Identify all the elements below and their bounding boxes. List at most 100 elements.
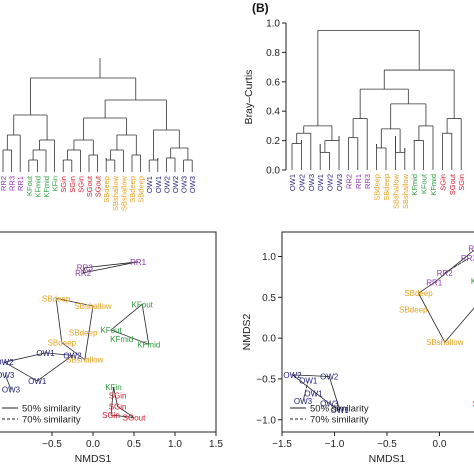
nmds-right-panel: −1.5−1.0−0.50.00.5NMDS11.00.50.0−0.5−1.0… [241, 231, 474, 465]
point-label: OW1 [299, 377, 318, 386]
y-tick-label: −1.0 [256, 415, 276, 426]
point-label: SGin [102, 411, 120, 420]
similarity-contour-70 [302, 380, 309, 402]
x-tick-label: −1.0 [325, 439, 345, 450]
point-label: RR2 [437, 269, 454, 278]
y-tick-label: 0.0 [266, 166, 280, 177]
point-label: KFin [105, 383, 121, 392]
dendrogram-leaf-label: SBdeep [102, 176, 111, 203]
dendrogram-leaf-label: RR2 [344, 174, 353, 189]
y-tick-label: 0.4 [266, 107, 280, 118]
dendrogram-left-panel: RR2 RR3 RR1 KFout KFmid KFmid KFin SGin SGin SGin… [0, 58, 197, 211]
point-label: OW1 [331, 406, 350, 415]
dendrogram-leaf-label: RR3 [8, 176, 17, 191]
point-label: OW2 [0, 358, 14, 367]
x-axis-title: NMDS1 [369, 453, 406, 465]
point-label: KFout [132, 300, 154, 309]
point-label: SBdeep [69, 328, 98, 337]
point-label: OW3 [2, 385, 21, 394]
point-label: OW3 [294, 397, 313, 406]
point-label: OW2 [320, 372, 339, 381]
legend-dashed-label: 70% similarity [22, 415, 81, 426]
dendrogram-leaf-label: OW1 [316, 174, 325, 191]
dendrogram-leaf-label: KFout [420, 173, 429, 194]
dendrogram-leaf-label: SBshallow [119, 175, 128, 211]
dendrogram-leaf-label: SGout [448, 173, 457, 195]
point-label: SBdeep [404, 289, 433, 298]
dendrogram-leaf-label: SGin [76, 176, 85, 193]
similarity-contour-50 [291, 374, 341, 411]
dendrogram-leaf-label: SGout [94, 175, 103, 197]
similarity-contour-50 [55, 297, 94, 361]
legend-dashed-label: 70% similarity [310, 415, 369, 426]
dendrogram-leaf-label: KFmid [33, 176, 42, 198]
point-label: SBdeep [399, 306, 428, 315]
dendrogram-leaf-label: SBshallow [111, 175, 120, 211]
y-axis-title: NMDS2 [241, 313, 253, 350]
point-label: KFmid [137, 340, 160, 349]
point-label: RR3 [461, 254, 474, 263]
x-tick-label: 0.0 [86, 439, 100, 450]
point-label: SGout [123, 414, 146, 423]
y-tick-label: 1.0 [262, 252, 276, 263]
x-tick-label: −1.5 [272, 439, 292, 450]
point-label: RR2 [75, 269, 92, 278]
dendrogram-leaf-label: SBshallow [401, 173, 410, 209]
dendrogram-leaf-label: OW1 [154, 176, 163, 193]
point-label: OW2 [283, 371, 302, 380]
dendrogram-leaf-label: OW2 [162, 176, 171, 193]
dendrogram-leaf-label: KFmid [429, 174, 438, 196]
dendrogram-leaf-label: RR3 [363, 174, 372, 189]
similarity-contour-50 [82, 261, 139, 274]
similarity-contour-50 [3, 352, 74, 382]
y-tick-label: 0.5 [262, 293, 276, 304]
dendrogram-leaf-label: SBdeep [373, 174, 382, 201]
dendrogram-leaf-label: RR1 [354, 174, 363, 189]
dendrogram-leaf-label: SGin [59, 176, 68, 193]
similarity-contour-50 [110, 303, 150, 345]
similarity-contour-50 [110, 386, 135, 418]
dendrogram-leaf-label: RR2 [0, 176, 8, 191]
point-label: RR1 [130, 258, 147, 267]
y-tick-label: 0.8 [266, 48, 280, 59]
x-tick-label: 1.0 [168, 439, 182, 450]
x-axis-title: NMDS1 [75, 453, 112, 465]
dendrogram-leaf-label: OW1 [288, 174, 297, 191]
point-label: KFout [100, 326, 122, 335]
dendrogram-leaf-label: KFmid [410, 174, 419, 196]
dendrogram-leaf-label: KFout [25, 175, 34, 196]
dendrogram-leaf-label: SGin [457, 174, 466, 191]
dendrogram-leaf-label: RR1 [16, 176, 25, 191]
point-label: RR3 [77, 264, 94, 273]
point-label: OW3 [0, 371, 15, 380]
legend-solid-label: 50% similarity [310, 404, 369, 415]
dendrogram-leaf-label: OW2 [171, 176, 180, 193]
dendrogram-leaf-label: OW1 [145, 176, 154, 193]
x-tick-label: 0.5 [127, 439, 141, 450]
x-tick-label: 1.5 [209, 439, 223, 450]
dendrogram-leaf-label: OW2 [297, 174, 306, 191]
y-tick-label: 0.2 [266, 136, 280, 147]
dendrogram-leaf-label: SBdeep [128, 176, 137, 203]
point-label: RR1 [468, 244, 474, 253]
nmds-left-panel: −0.5 0.0 0.5 1.0 1.5NMDS1RR1RR3RR2SBdeepSBsh… [0, 231, 223, 465]
point-label: SGin [109, 402, 127, 411]
point-label: SBshallow [66, 356, 104, 365]
legend-solid-label: 50% similarity [22, 404, 81, 415]
point-label: SBdeep [48, 339, 77, 348]
point-label: SBshallow [426, 338, 464, 347]
y-tick-label: 0.6 [266, 77, 280, 88]
point-label: SGin [473, 399, 474, 408]
point-label: KFout [471, 277, 474, 286]
point-label: OW3 [320, 399, 339, 408]
dendrogram-leaf-label: OW2 [326, 174, 335, 191]
y-tick-label: 0.0 [262, 334, 276, 345]
point-label: SBshallow [74, 302, 112, 311]
dendrogram-leaf-label: OW3 [335, 174, 344, 191]
y-axis-title: Bray–Curtis [243, 70, 255, 125]
similarity-contour-70 [4, 374, 12, 390]
point-label: OW1 [304, 390, 323, 399]
point-label: OW2 [63, 351, 82, 360]
